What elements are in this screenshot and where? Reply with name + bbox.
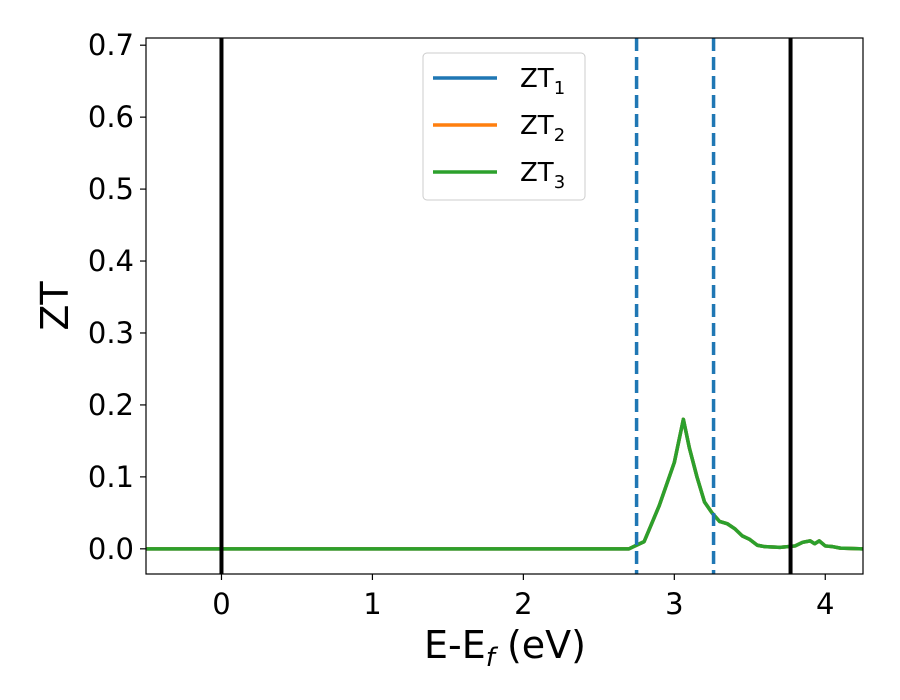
y-tick-label: 0.4 xyxy=(88,244,134,278)
y-tick-label: 0.5 xyxy=(88,172,134,206)
y-tick-label: 0.3 xyxy=(88,316,134,350)
y-axis-title: ZT xyxy=(33,281,77,331)
y-tick-label: 0.7 xyxy=(88,28,134,62)
legend-box xyxy=(422,52,586,201)
x-tick-label: 4 xyxy=(816,587,834,621)
y-tick-label: 0.1 xyxy=(88,460,134,494)
y-tick-label: 0.0 xyxy=(88,532,134,566)
legend-label-zt-2: ZT2 xyxy=(520,111,565,146)
series-line-zt-1 xyxy=(146,417,863,551)
series-line-zt-3 xyxy=(146,417,863,551)
x-tick-label: 3 xyxy=(665,587,683,621)
y-tick-label: 0.6 xyxy=(88,100,134,134)
y-axis: 0.0 0.1 0.2 0.3 0.4 0.5 0.6 0.7 xyxy=(88,28,146,566)
series-line-zt-2 xyxy=(146,417,863,551)
legend-label-zt-1: ZT1 xyxy=(520,64,565,99)
x-axis: 0 1 2 3 4 xyxy=(212,574,834,621)
x-axis-title: E-Ef (eV) xyxy=(424,623,586,673)
legend-label-zt-3: ZT3 xyxy=(520,158,565,193)
x-tick-label: 2 xyxy=(514,587,532,621)
legend: ZT1 ZT2 ZT3 xyxy=(422,52,586,201)
y-tick-label: 0.2 xyxy=(88,388,134,422)
x-tick-label: 1 xyxy=(363,587,381,621)
plot-frame xyxy=(145,37,864,575)
x-tick-label: 0 xyxy=(212,587,230,621)
plot-area xyxy=(146,38,863,574)
